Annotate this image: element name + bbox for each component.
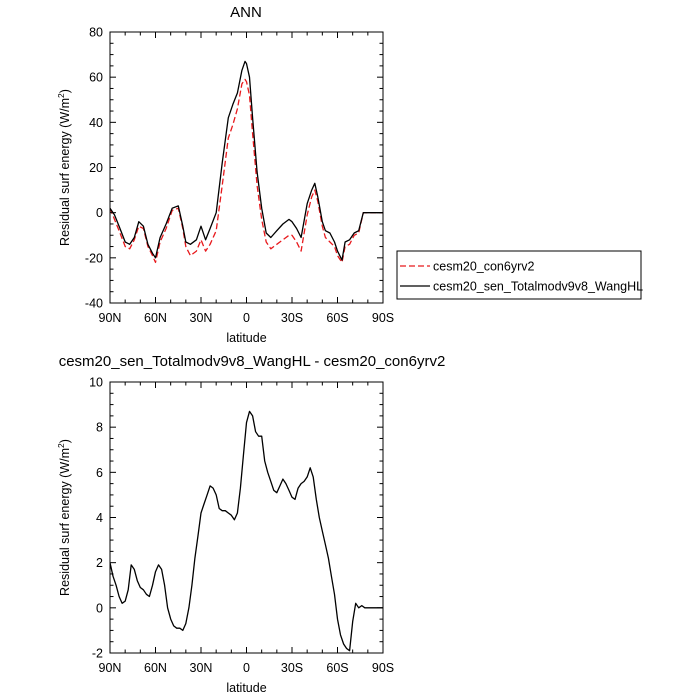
y-tick-label: 20 (89, 161, 103, 175)
legend: cesm20_con6yrv2 cesm20_sen_Totalmodv9v8_W… (396, 250, 643, 300)
y-tick-label: 2 (96, 556, 103, 570)
y-tick-label: 0 (96, 206, 103, 220)
x-tick-label: 0 (243, 311, 250, 325)
y-tick-label: 10 (89, 376, 103, 390)
chart-panel-1: ANN 90N 60N 30N 0 30S 60S 90S -40 -20 0 20 40 60 80 lat… (56, 4, 643, 345)
x-tick-label: 30S (281, 311, 303, 325)
x-axis-title: latitude (226, 331, 266, 345)
y-tick-label: 8 (96, 421, 103, 435)
chart-title: ANN (230, 4, 262, 21)
x-tick-label: 30S (281, 661, 303, 675)
x-tick-label: 60N (144, 311, 167, 325)
y-tick-label: 0 (96, 601, 103, 615)
x-tick-label: 60S (326, 661, 348, 675)
x-tick-label: 90N (99, 311, 122, 325)
plot-frame (109, 31, 384, 304)
series-line-2 (110, 60, 383, 261)
y-tick-label: 80 (89, 26, 103, 40)
chart-title: cesm20_sen_Totalmodv9v8_WangHL - cesm20_… (59, 353, 446, 370)
legend-label-1: cesm20_con6yrv2 (433, 260, 534, 274)
x-tick-label: 90S (372, 661, 394, 675)
y-tick-label: -20 (85, 251, 103, 265)
x-tick-label: 30N (190, 661, 213, 675)
y-tick-label: 6 (96, 466, 103, 480)
legend-label-2: cesm20_sen_Totalmodv9v8_WangHL (433, 280, 643, 294)
y-tick-label: 4 (96, 511, 103, 525)
series-line-1 (110, 78, 383, 264)
series-line-1 (110, 410, 383, 652)
x-tick-label: 60S (326, 311, 348, 325)
legend-box (396, 250, 642, 300)
x-tick-label: 90N (99, 661, 122, 675)
y-tick-label: -2 (92, 647, 103, 661)
y-axis-title: Residual surf energy (W/m2) (56, 439, 72, 596)
x-tick-label: 90S (372, 311, 394, 325)
x-tick-label: 30N (190, 311, 213, 325)
x-tick-label: 0 (243, 661, 250, 675)
x-axis-title: latitude (226, 681, 266, 695)
y-tick-label: 60 (89, 71, 103, 85)
y-tick-label: 40 (89, 116, 103, 130)
y-tick-label: -40 (85, 297, 103, 311)
y-axis-title: Residual surf energy (W/m2) (56, 89, 72, 246)
chart-panel-2: cesm20_sen_Totalmodv9v8_WangHL - cesm20_… (56, 353, 445, 695)
x-tick-label: 60N (144, 661, 167, 675)
